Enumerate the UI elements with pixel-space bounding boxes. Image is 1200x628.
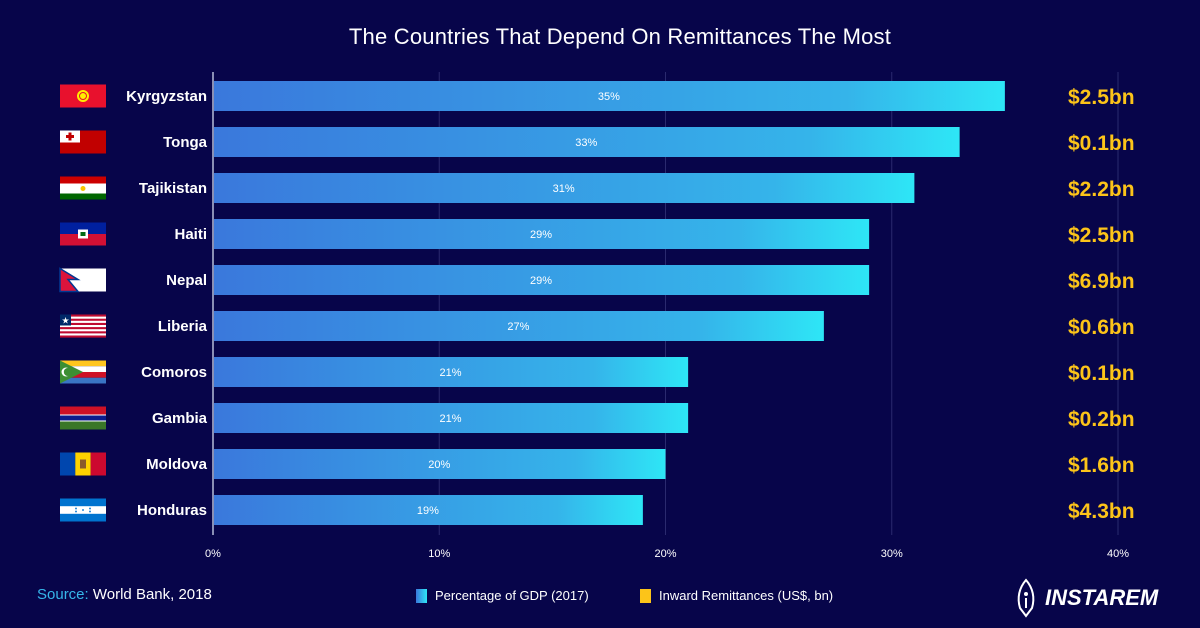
category-label: Tajikistan (139, 180, 207, 197)
category-label: Moldova (146, 456, 207, 473)
bar-row: Honduras 19% $4.3bn (60, 495, 1135, 525)
legend-item-gdp: Percentage of GDP (2017) (416, 588, 589, 603)
bar (214, 357, 689, 387)
bar (214, 173, 915, 203)
bar-value-label: 20% (428, 459, 450, 471)
bar-value-label: 35% (598, 91, 620, 103)
honduras-flag-icon (60, 498, 106, 522)
bar (214, 449, 666, 479)
legend-label-remittances: Inward Remittances (US$, bn) (659, 588, 834, 603)
bar-row: Kyrgyzstan 35% $2.5bn (60, 81, 1135, 111)
x-tick-label: 10% (428, 548, 450, 560)
remittance-amount-label: $2.5bn (1068, 224, 1135, 247)
legend-item-remittances: Inward Remittances (US$, bn) (640, 588, 833, 603)
remittance-amount-label: $0.2bn (1068, 408, 1135, 431)
x-tick-label: 40% (1107, 548, 1129, 560)
category-label: Kyrgyzstan (126, 88, 207, 105)
bar (214, 127, 960, 157)
bar-value-label: 27% (507, 321, 529, 333)
legend-swatch-gdp (416, 588, 427, 603)
remittance-amount-label: $1.6bn (1068, 454, 1135, 477)
bar (214, 311, 824, 341)
brand-name: INSTAREM (1045, 585, 1159, 610)
x-tick-label: 0% (205, 548, 221, 560)
bar (214, 219, 870, 249)
bar (214, 495, 643, 525)
moldova-flag-icon (60, 452, 106, 476)
bar-row: Tonga 33% $0.1bn (60, 127, 1135, 157)
remittance-amount-label: $0.1bn (1068, 362, 1135, 385)
bar-value-label: 29% (530, 229, 552, 241)
bar-row: Haiti 29% $2.5bn (60, 219, 1135, 249)
bar-row: Gambia 21% $0.2bn (60, 403, 1135, 433)
bar (214, 403, 689, 433)
tonga-flag-icon (60, 130, 106, 154)
category-label: Nepal (166, 272, 207, 289)
bar (214, 265, 870, 295)
chart-title: The Countries That Depend On Remittances… (348, 24, 892, 49)
bar-value-label: 19% (417, 505, 439, 517)
gambia-flag-icon (60, 406, 106, 430)
remittance-amount-label: $0.6bn (1068, 316, 1135, 339)
x-tick-label: 20% (654, 548, 676, 560)
remittance-amount-label: $6.9bn (1068, 270, 1135, 293)
tajikistan-flag-icon (60, 176, 106, 200)
bar-value-label: 21% (440, 367, 462, 379)
remittance-amount-label: $0.1bn (1068, 132, 1135, 155)
bar (214, 81, 1005, 111)
remittance-amount-label: $2.2bn (1068, 178, 1135, 201)
legend-label-gdp: Percentage of GDP (2017) (435, 588, 589, 603)
bar-row: Comoros 21% $0.1bn (60, 357, 1135, 387)
source-note: Source: World Bank, 2018 (37, 586, 212, 603)
rocket-icon (1017, 578, 1035, 618)
nepal-flag-icon (59, 267, 106, 293)
svg-text:★: ★ (61, 316, 69, 326)
bar-row: Nepal 29% $6.9bn (59, 265, 1135, 295)
category-label: Comoros (141, 364, 207, 381)
bar-row: Tajikistan 31% $2.2bn (60, 173, 1135, 203)
bar-value-label: 29% (530, 275, 552, 287)
legend-swatch-remittances (640, 588, 651, 603)
category-label: Honduras (137, 502, 207, 519)
bar-value-label: 21% (440, 413, 462, 425)
remittance-amount-label: $2.5bn (1068, 86, 1135, 109)
bar-value-label: 31% (553, 183, 575, 195)
kyrgyzstan-flag-icon (60, 84, 106, 108)
bar-row: ★ Liberia 27% $0.6bn (60, 311, 1135, 341)
source-text: World Bank, 2018 (92, 586, 212, 603)
category-label: Liberia (158, 318, 208, 335)
category-label: Tonga (163, 134, 208, 151)
comoros-flag-icon (60, 360, 106, 384)
category-label: Haiti (174, 226, 207, 243)
liberia-flag-icon: ★ (60, 314, 106, 338)
category-label: Gambia (152, 410, 208, 427)
bar-value-label: 33% (575, 137, 597, 149)
x-tick-label: 30% (881, 548, 903, 560)
source-label: Source: (37, 586, 89, 603)
bar-row: Moldova 20% $1.6bn (60, 449, 1135, 479)
instarem-logo: INSTAREM (1013, 578, 1158, 618)
haiti-flag-icon (60, 222, 106, 246)
remittance-amount-label: $4.3bn (1068, 500, 1135, 523)
